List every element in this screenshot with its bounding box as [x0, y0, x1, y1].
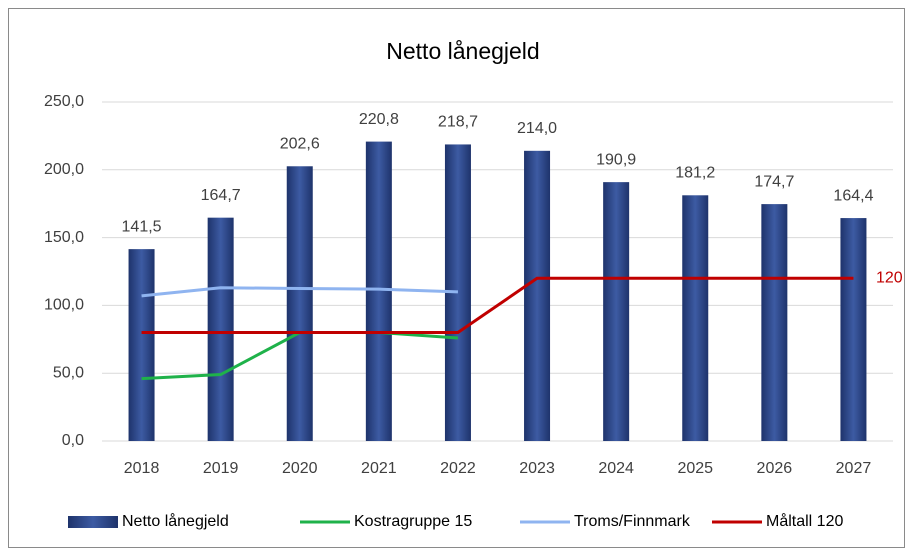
legend-label: Måltall 120 [766, 512, 843, 530]
legend-swatch [68, 516, 118, 528]
x-tick-label: 2022 [440, 460, 476, 477]
y-tick-label: 100,0 [44, 297, 84, 314]
x-tick-label: 2023 [519, 460, 555, 477]
bar [682, 195, 709, 441]
bar [603, 182, 630, 442]
y-tick-label: 250,0 [44, 93, 84, 110]
x-tick-label: 2027 [836, 460, 872, 477]
x-tick-label: 2019 [203, 460, 239, 477]
x-tick-label: 2021 [361, 460, 397, 477]
y-tick-label: 150,0 [44, 229, 84, 246]
value-label: 164,4 [833, 187, 873, 204]
line-series [141, 286, 459, 298]
line-series [141, 276, 854, 335]
value-label: 141,5 [122, 218, 162, 235]
x-tick-label: 2018 [124, 460, 160, 477]
bar [365, 141, 392, 441]
x-tick-label: 2026 [757, 460, 793, 477]
legend-label: Troms/Finnmark [574, 513, 691, 530]
bar [286, 166, 313, 441]
value-label: 190,9 [596, 151, 636, 168]
value-label: 214,0 [517, 120, 557, 137]
legend-label: Kostragruppe 15 [354, 513, 472, 530]
x-tick-label: 2020 [282, 460, 318, 477]
x-tick-label: 2024 [598, 460, 634, 477]
y-tick-label: 50,0 [53, 364, 84, 381]
y-tick-label: 0,0 [62, 432, 84, 449]
x-tick-label: 2025 [677, 460, 713, 477]
y-tick-label: 200,0 [44, 161, 84, 178]
value-label: 220,8 [359, 111, 399, 128]
annotation: 120 [876, 269, 903, 286]
value-label: 174,7 [754, 173, 794, 190]
value-label: 202,6 [280, 135, 320, 152]
bar [761, 204, 788, 441]
chart-title: Netto lånegjeld [386, 38, 539, 64]
plot: 0,0 50,0 100,0 150,0 200,0 250,0 2018 2019 2020 2… [44, 93, 903, 530]
bar [128, 249, 155, 441]
bar [524, 150, 551, 442]
bar [207, 217, 234, 441]
value-label: 218,7 [438, 114, 478, 131]
value-label: 164,7 [201, 187, 241, 204]
value-label: 181,2 [675, 165, 715, 182]
legend-label: Netto lånegjeld [122, 512, 229, 530]
bar [840, 218, 867, 441]
